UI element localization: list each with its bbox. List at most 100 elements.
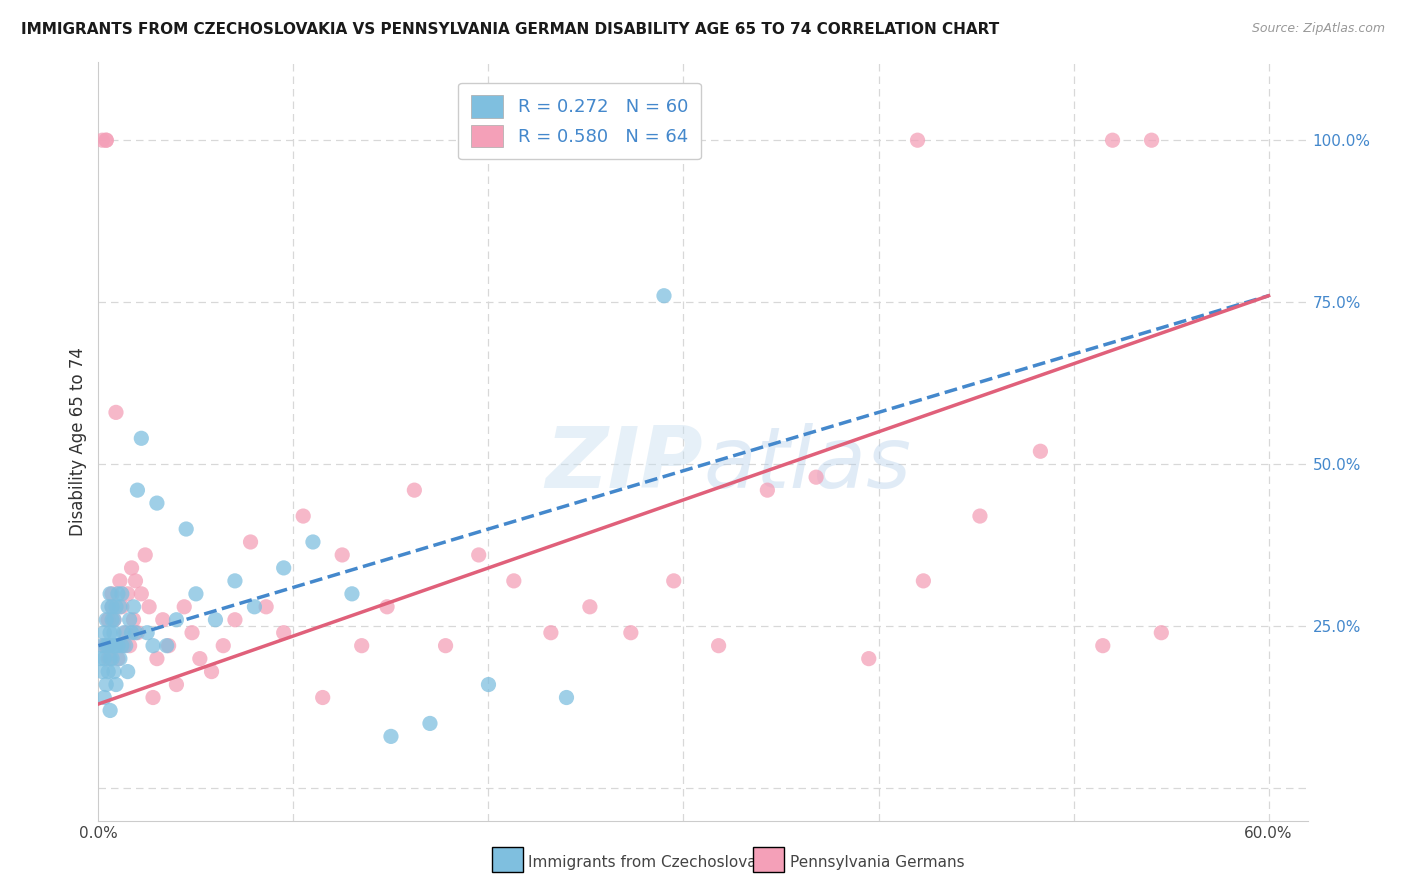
Point — [96, 639, 118, 653]
Point — [93, 625, 115, 640]
Point — [907, 133, 929, 147]
Text: Source: ZipAtlas.com: Source: ZipAtlas.com — [1251, 22, 1385, 36]
Point — [108, 651, 131, 665]
Text: Immigrants from Czechoslovakia: Immigrants from Czechoslovakia — [529, 855, 779, 870]
Point — [707, 639, 730, 653]
Point — [103, 639, 125, 653]
Point — [200, 665, 222, 679]
Point — [96, 677, 118, 691]
Point — [104, 639, 127, 653]
Point — [174, 522, 197, 536]
Y-axis label: Disability Age 65 to 74: Disability Age 65 to 74 — [69, 347, 87, 536]
Point — [212, 639, 235, 653]
Point — [112, 625, 135, 640]
Point — [138, 599, 160, 614]
Point — [157, 639, 180, 653]
Point — [89, 651, 111, 665]
Point — [117, 587, 139, 601]
Point — [118, 613, 141, 627]
Point — [96, 613, 118, 627]
Point — [101, 613, 124, 627]
Point — [101, 587, 124, 601]
Point — [312, 690, 335, 705]
Point — [117, 665, 139, 679]
Point — [93, 639, 115, 653]
Point — [107, 651, 129, 665]
Point — [146, 496, 169, 510]
Point — [98, 625, 121, 640]
Point — [173, 599, 195, 614]
Point — [121, 625, 143, 640]
Point — [134, 548, 156, 562]
Point — [1091, 639, 1114, 653]
Point — [122, 613, 145, 627]
Point — [103, 613, 125, 627]
Text: IMMIGRANTS FROM CZECHOSLOVAKIA VS PENNSYLVANIA GERMAN DISABILITY AGE 65 TO 74 CO: IMMIGRANTS FROM CZECHOSLOVAKIA VS PENNSY… — [21, 22, 1000, 37]
Point — [804, 470, 827, 484]
Point — [91, 133, 114, 147]
Point — [142, 690, 165, 705]
Point — [652, 289, 675, 303]
Point — [156, 639, 179, 653]
Point — [1101, 133, 1123, 147]
Point — [97, 599, 120, 614]
Point — [101, 599, 124, 614]
Point — [467, 548, 489, 562]
Point — [184, 587, 207, 601]
Point — [273, 561, 295, 575]
Point — [108, 574, 131, 588]
Point — [146, 651, 169, 665]
Point — [91, 639, 114, 653]
Point — [502, 574, 524, 588]
Point — [118, 639, 141, 653]
Point — [292, 509, 315, 524]
Point — [97, 665, 120, 679]
Point — [662, 574, 685, 588]
Text: ZIP: ZIP — [546, 423, 703, 506]
Point — [121, 561, 143, 575]
Point — [340, 587, 363, 601]
Point — [165, 677, 187, 691]
Point — [254, 599, 277, 614]
Point — [152, 613, 174, 627]
Point — [112, 639, 135, 653]
Point — [620, 625, 643, 640]
Point — [756, 483, 779, 497]
Point — [98, 703, 121, 717]
Point — [103, 625, 125, 640]
Point — [101, 599, 124, 614]
Point — [1140, 133, 1163, 147]
Point — [136, 625, 159, 640]
Point — [101, 639, 124, 653]
Point — [380, 730, 402, 744]
Point — [98, 587, 121, 601]
Point — [131, 431, 153, 445]
Point — [97, 613, 120, 627]
Point — [434, 639, 457, 653]
Point — [104, 405, 127, 419]
Point — [579, 599, 602, 614]
Point — [96, 133, 118, 147]
Point — [124, 625, 146, 640]
Point — [273, 625, 295, 640]
Point — [114, 625, 136, 640]
Point — [375, 599, 398, 614]
Text: atlas: atlas — [703, 423, 911, 506]
Point — [111, 599, 134, 614]
Point — [165, 613, 187, 627]
Point — [114, 639, 136, 653]
Point — [224, 613, 246, 627]
Text: Pennsylvania Germans: Pennsylvania Germans — [790, 855, 965, 870]
Point — [127, 483, 149, 497]
Point — [540, 625, 562, 640]
Point — [330, 548, 353, 562]
Point — [1029, 444, 1052, 458]
Legend: R = 0.272   N = 60, R = 0.580   N = 64: R = 0.272 N = 60, R = 0.580 N = 64 — [458, 83, 700, 160]
Point — [97, 651, 120, 665]
Point — [96, 133, 118, 147]
Point — [98, 639, 121, 653]
Point — [97, 639, 120, 653]
Point — [103, 613, 125, 627]
Point — [91, 665, 114, 679]
Point — [858, 651, 880, 665]
